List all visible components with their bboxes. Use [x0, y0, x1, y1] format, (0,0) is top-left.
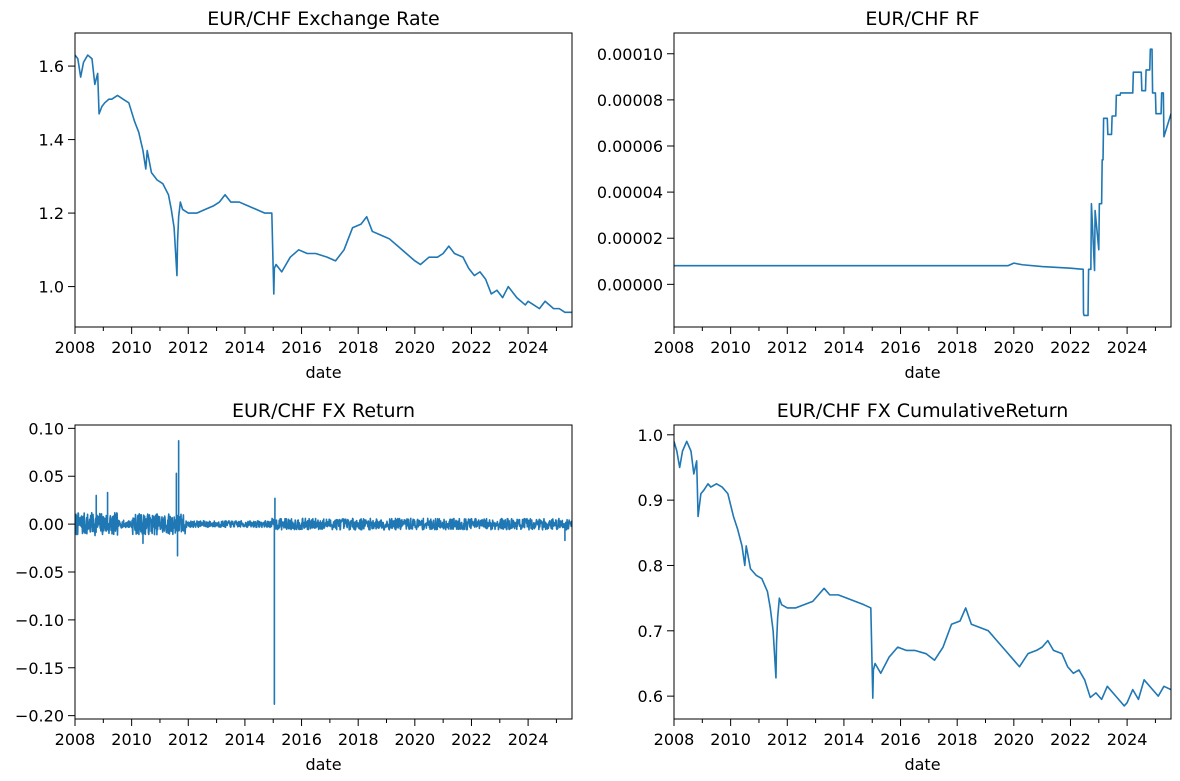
x-axis-label: date: [904, 755, 940, 774]
x-tick-label: 2014: [225, 730, 266, 749]
x-axis-label: date: [305, 755, 341, 774]
x-tick-label: 2022: [451, 730, 492, 749]
x-tick-label: 2012: [168, 338, 209, 357]
x-tick-label: 2022: [451, 338, 492, 357]
y-tick-label: 0.00002: [597, 229, 663, 248]
x-tick-label: 2014: [824, 730, 865, 749]
x-tick-label: 2020: [394, 338, 435, 357]
x-tick-label: 2024: [1107, 338, 1148, 357]
x-tick-label: 2008: [654, 338, 695, 357]
chart-fx-return: 2008 2010 2012 2014 2016 2018 2020 2022 2024 −0.2…: [15, 400, 573, 774]
x-tick-label: 2010: [111, 338, 152, 357]
x-tick-label: 2018: [338, 338, 379, 357]
y-tick-label: 0.00006: [597, 137, 663, 156]
x-tick-label: 2008: [55, 730, 96, 749]
x-tick-label: 2010: [710, 730, 751, 749]
x-tick-label: 2020: [394, 730, 435, 749]
plot-area: [674, 48, 1171, 317]
y-tick-label: 1.0: [39, 278, 64, 297]
x-tick-label: 2018: [937, 338, 978, 357]
y-tick-label: 0.00000: [597, 275, 663, 294]
chart-cumulative-return: 2008 2010 2012 2014 2016 2018 2020 2022 2024 0.6 0…: [638, 400, 1172, 774]
chart-exchange-rate: 2008 2010 2012 2014 2016 2018 2020 2022 2024 1.0 1…: [39, 8, 573, 382]
series-line: [674, 440, 1171, 707]
series-line: [674, 48, 1171, 317]
x-tick-label: 2016: [880, 730, 921, 749]
axes-frame: [74, 424, 573, 720]
chart-title: EUR/CHF FX CumulativeReturn: [777, 400, 1069, 422]
chart-risk-free-rate: 2008 2010 2012 2014 2016 2018 2020 2022 2024 0.00…: [597, 8, 1172, 382]
x-tick-label: 2022: [1050, 338, 1091, 357]
y-tick-label: 0.00010: [597, 45, 663, 64]
axes-frame: [74, 32, 573, 328]
y-tick-label: 0.8: [638, 556, 663, 575]
y-tick-label: 0.00: [28, 515, 64, 534]
series-line: [75, 440, 572, 705]
x-tick-label: 2008: [654, 730, 695, 749]
x-tick-label: 2010: [710, 338, 751, 357]
x-tick-label: 2018: [937, 730, 978, 749]
x-tick-label: 2012: [168, 730, 209, 749]
x-tick-label: 2020: [993, 338, 1034, 357]
series-line: [75, 54, 572, 314]
x-tick-label: 2016: [880, 338, 921, 357]
x-tick-label: 2008: [55, 338, 96, 357]
x-tick-label: 2020: [993, 730, 1034, 749]
y-tick-label: −0.20: [15, 707, 64, 726]
chart-title: EUR/CHF FX Return: [232, 400, 415, 422]
x-tick-label: 2012: [767, 730, 808, 749]
x-tick-label: 2012: [767, 338, 808, 357]
y-tick-label: 0.10: [28, 419, 64, 438]
axes-frame: [673, 32, 1172, 328]
x-tick-label: 2014: [225, 338, 266, 357]
plot-area: [75, 440, 572, 705]
y-tick-label: −0.10: [15, 611, 64, 630]
y-tick-label: 0.05: [28, 467, 64, 486]
x-tick-label: 2010: [111, 730, 152, 749]
axes-frame: [673, 424, 1172, 720]
y-tick-label: 0.7: [638, 622, 663, 641]
y-tick-label: 1.6: [39, 57, 64, 76]
chart-title: EUR/CHF Exchange Rate: [207, 8, 439, 30]
y-tick-label: 0.00004: [597, 183, 663, 202]
y-tick-label: 0.00008: [597, 91, 663, 110]
y-tick-label: 0.9: [638, 491, 663, 510]
x-tick-label: 2014: [824, 338, 865, 357]
x-tick-label: 2018: [338, 730, 379, 749]
x-axis-label: date: [305, 363, 341, 382]
y-tick-label: 1.4: [39, 131, 64, 150]
plot-area: [75, 54, 572, 314]
x-tick-label: 2022: [1050, 730, 1091, 749]
y-tick-label: 1.2: [39, 204, 64, 223]
chart-title: EUR/CHF RF: [865, 8, 979, 30]
x-tick-label: 2016: [281, 730, 322, 749]
y-tick-label: 1.0: [638, 426, 663, 445]
x-tick-label: 2016: [281, 338, 322, 357]
x-axis-label: date: [904, 363, 940, 382]
x-tick-label: 2024: [1107, 730, 1148, 749]
y-tick-label: −0.05: [15, 563, 64, 582]
x-tick-label: 2024: [508, 338, 549, 357]
plot-area: [674, 440, 1171, 707]
y-tick-label: 0.6: [638, 687, 663, 706]
x-tick-label: 2024: [508, 730, 549, 749]
y-tick-label: −0.15: [15, 659, 64, 678]
